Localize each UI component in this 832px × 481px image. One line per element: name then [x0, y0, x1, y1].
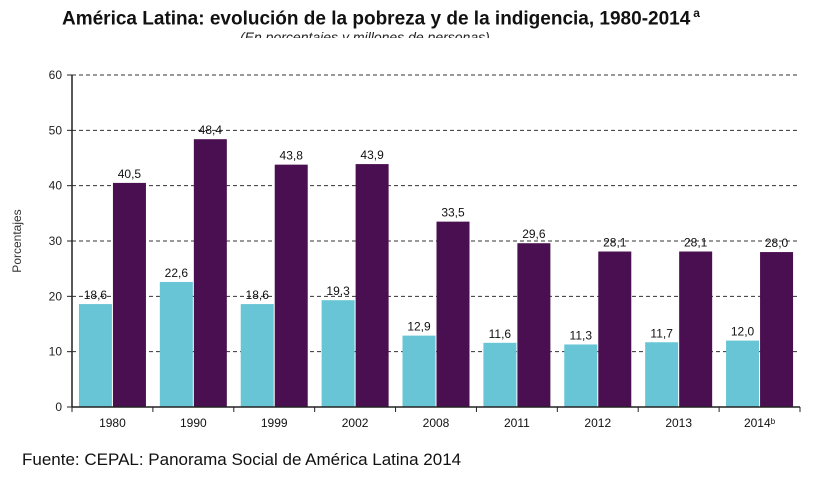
bar-pobreza: [193, 139, 227, 408]
bar-indigencia: [240, 304, 274, 407]
data-label: 43,8: [280, 149, 304, 163]
bar-pobreza: [598, 251, 632, 407]
x-tick-label: 2013: [665, 416, 692, 430]
chart-title: América Latina: evolución de la pobreza …: [62, 6, 700, 30]
bar-indigencia: [645, 342, 679, 407]
bar-pobreza: [112, 182, 146, 407]
y-tick-label: 10: [49, 345, 63, 359]
data-label: 29,6: [522, 227, 546, 241]
data-label: 11,3: [570, 328, 593, 342]
bar-pobreza: [760, 252, 794, 407]
chart-subtitle: (En porcentajes y millones de personas): [240, 29, 490, 38]
y-tick-label: 60: [49, 68, 63, 82]
bar-indigencia: [402, 335, 436, 407]
y-tick-label: 40: [49, 179, 63, 193]
title-text: América Latina: evolución de la pobreza …: [62, 8, 691, 30]
x-tick-label: 2012: [584, 416, 611, 430]
data-label: 43,9: [360, 148, 384, 162]
bar-chart: 0 10 20 30 40 50 60 Porcentajes 18,6 40,5 1980 22,6…: [10, 68, 801, 430]
bar-indigencia: [564, 344, 598, 407]
bar-pobreza: [679, 251, 713, 407]
bar-indigencia: [159, 281, 193, 407]
y-tick-label: 0: [55, 400, 62, 414]
bar-pobreza: [355, 164, 389, 407]
data-label: 33,5: [441, 206, 465, 220]
bar-indigencia: [78, 304, 112, 407]
bar-pobreza: [517, 243, 551, 407]
bar-indigencia: [483, 342, 517, 407]
data-label: 12,9: [407, 320, 431, 334]
x-tick-label: 1990: [180, 416, 207, 430]
data-label: 40,5: [118, 167, 142, 181]
source-note: Fuente: CEPAL: Panorama Social de Améric…: [22, 450, 462, 469]
y-tick-label: 30: [49, 234, 63, 248]
y-tick-label: 20: [49, 289, 63, 303]
data-label: 28,1: [684, 236, 708, 250]
title-footnote-mark: a: [693, 6, 700, 20]
data-label: 11,7: [650, 326, 673, 340]
x-tick-label: 2014ᵇ: [744, 416, 776, 430]
data-label: 12,0: [731, 325, 755, 339]
x-tick-label: 2008: [423, 416, 450, 430]
data-label: 18,6: [84, 288, 108, 302]
x-tick-label: 2011: [504, 416, 530, 430]
bar-indigencia: [321, 300, 355, 407]
x-tick-label: 2002: [342, 416, 369, 430]
x-tick-label: 1999: [261, 416, 288, 430]
y-axis-label: Porcentajes: [10, 209, 24, 272]
data-label: 28,0: [765, 236, 789, 250]
y-tick-label: 50: [49, 123, 63, 137]
data-label: 28,1: [603, 236, 627, 250]
bar-pobreza: [274, 164, 308, 407]
data-label: 18,6: [246, 288, 270, 302]
data-label: 22,6: [165, 266, 189, 280]
data-label: 11,6: [489, 327, 512, 341]
x-tick-label: 1980: [99, 416, 126, 430]
data-label: 19,3: [326, 284, 350, 298]
bar-pobreza: [436, 221, 470, 407]
data-label: 48,4: [199, 123, 223, 137]
bar-indigencia: [726, 340, 760, 407]
